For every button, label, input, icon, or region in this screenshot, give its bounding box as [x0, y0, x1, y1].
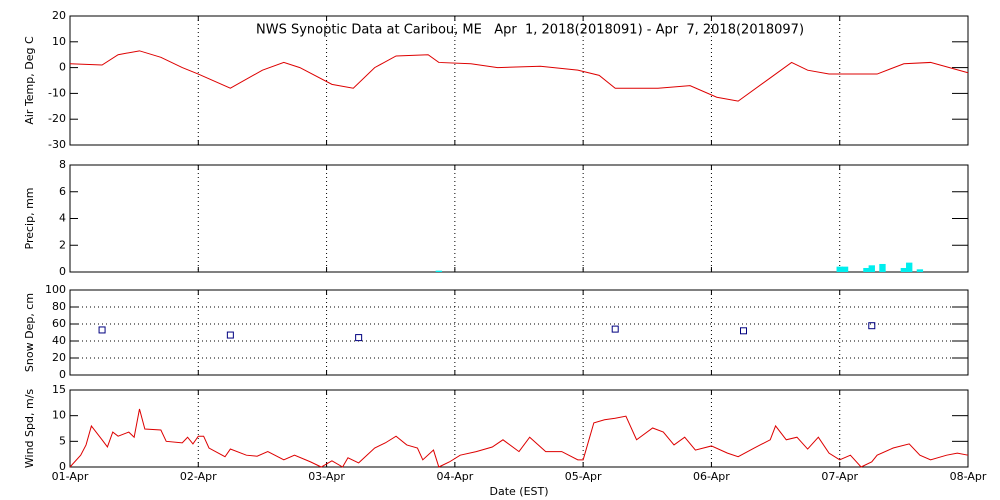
x-tick-label: 04-Apr: [436, 470, 473, 483]
y-tick-label: 8: [59, 158, 66, 171]
y-axis-label: Precip, mm: [23, 188, 36, 250]
y-tick-label: 10: [52, 409, 66, 422]
point: [740, 327, 747, 335]
x-tick-label: 05-Apr: [565, 470, 602, 483]
bar: [900, 267, 908, 272]
point: [98, 326, 106, 334]
point: [355, 334, 363, 342]
y-tick-label: 6: [59, 185, 66, 198]
y-axis-label: Air Temp, Deg C: [23, 36, 36, 125]
bar: [836, 266, 843, 272]
y-tick-label: -20: [48, 112, 66, 125]
plot-frame: [69, 164, 969, 273]
y-axis-label: Snow Dep, cm: [23, 293, 36, 372]
chart-title: NWS Synoptic Data at Caribou, ME Apr 1, …: [256, 23, 804, 38]
x-tick-label: 08-Apr: [950, 470, 987, 483]
point: [226, 331, 234, 339]
data-line: [69, 408, 969, 468]
y-tick-label: 10: [52, 35, 66, 48]
y-tick-label: 60: [52, 317, 66, 330]
y-tick-label: -30: [48, 138, 66, 151]
y-tick-label: 2: [59, 238, 66, 251]
y-tick-label: -10: [48, 86, 66, 99]
bar: [906, 262, 913, 272]
y-tick-label: 0: [59, 368, 66, 381]
y-tick-label: 20: [52, 351, 66, 364]
bar: [435, 270, 442, 272]
y-tick-label: 0: [59, 265, 66, 278]
plot-frame: [69, 15, 969, 146]
y-tick-label: 0: [59, 460, 66, 473]
y-tick-label: 80: [52, 300, 66, 313]
x-axis-label: Date (EST): [489, 485, 548, 498]
bar: [916, 269, 924, 272]
y-tick-label: 100: [45, 283, 66, 296]
bar: [868, 265, 875, 272]
y-axis-label: Wind Spd, m/s: [23, 389, 36, 469]
y-tick-label: 40: [52, 334, 66, 347]
x-tick-label: 03-Apr: [308, 470, 345, 483]
y-tick-label: 5: [59, 434, 66, 447]
point: [611, 325, 619, 333]
bar: [879, 263, 886, 272]
y-tick-label: 20: [52, 9, 66, 22]
x-tick-label: 06-Apr: [693, 470, 730, 483]
plot-frame: [69, 289, 969, 376]
bar: [841, 266, 849, 272]
y-tick-label: 4: [59, 212, 66, 225]
x-tick-label: 01-Apr: [52, 470, 89, 483]
y-tick-label: 0: [59, 61, 66, 74]
y-tick-label: 15: [52, 383, 66, 396]
point: [868, 322, 876, 330]
x-tick-label: 02-Apr: [180, 470, 217, 483]
data-line: [69, 50, 969, 102]
bar: [863, 267, 870, 272]
plot-frame: [69, 389, 969, 468]
x-tick-label: 07-Apr: [821, 470, 858, 483]
